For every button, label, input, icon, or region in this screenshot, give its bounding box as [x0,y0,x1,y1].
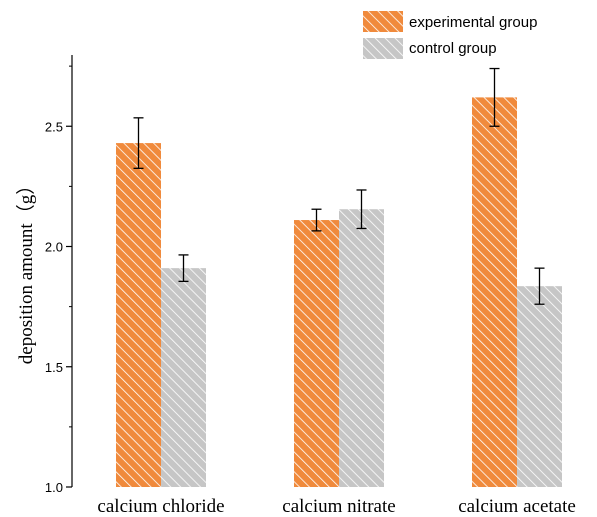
legend-swatch-experimental [363,11,403,32]
bar-control-calcium-chloride [161,268,206,487]
error-bars-group [133,67,545,305]
legend-label-experimental: experimental group [409,14,537,31]
legend-label-control: control group [409,40,497,57]
error-bar-control-calcium-nitrate [356,189,367,230]
bars-group [116,97,562,488]
error-bar-control-calcium-chloride [178,254,189,283]
y-axis-title: deposition amount（g） [15,176,37,364]
x-tick-labels-group: calcium chloride calcium nitrate calcium a… [97,496,575,517]
legend: experimental group control group [363,11,537,59]
y-tick-label: 2.5 [45,119,63,134]
y-tick-label: 1.0 [45,480,63,495]
bar-experimental-calcium-acetate [472,97,517,487]
error-bar-experimental-calcium-nitrate [311,208,322,232]
bar-control-calcium-acetate [517,286,562,487]
x-tick-label: calcium acetate [458,496,576,517]
error-bar-experimental-calcium-acetate [489,67,500,127]
error-bar-experimental-calcium-chloride [133,117,144,169]
bar-control-calcium-nitrate [339,209,384,487]
legend-swatch-control [363,38,403,59]
bar-experimental-calcium-chloride [116,143,161,487]
y-tick-label: 2.0 [45,240,63,255]
y-tick-label: 1.5 [45,360,63,375]
y-ticks-group: 1.0 1.5 2.0 2.5 [45,65,72,495]
x-tick-label: calcium chloride [97,496,224,517]
error-bar-control-calcium-acetate [534,267,545,305]
x-tick-label: calcium nitrate [282,496,395,517]
bar-experimental-calcium-nitrate [294,220,339,488]
